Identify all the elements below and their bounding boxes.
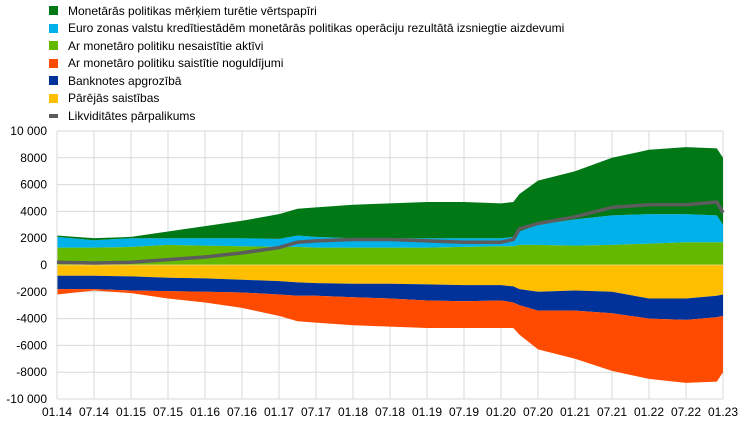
legend-item-excess-liquidity: Likviditātes pārpalikums xyxy=(49,107,564,125)
y-tick-label: 8000 xyxy=(20,151,47,165)
legend-item-banknotes: Banknotes apgrozībā xyxy=(49,72,564,90)
legend-label: Banknotes apgrozībā xyxy=(68,73,182,88)
x-tick-label: 07.14 xyxy=(79,405,109,419)
x-tick-label: 07.17 xyxy=(301,405,331,419)
area-series xyxy=(57,275,723,320)
x-tick-label: 07.21 xyxy=(597,405,627,419)
y-tick-label: 6000 xyxy=(20,178,47,192)
x-tick-label: 07.15 xyxy=(153,405,183,419)
x-tick-label: 01.22 xyxy=(634,405,664,419)
area-series xyxy=(57,214,723,248)
x-tick-label: 01.21 xyxy=(560,405,590,419)
area-series xyxy=(57,289,723,383)
x-tick-label: 01.16 xyxy=(190,405,220,419)
legend: Monetārās politikas mērķiem turētie vērt… xyxy=(49,2,564,125)
x-tick-label: 01.17 xyxy=(264,405,294,419)
y-tick-label: -6000 xyxy=(16,338,47,352)
x-tick-label: 01.23 xyxy=(708,405,738,419)
y-tick-label: 0 xyxy=(40,258,47,272)
legend-label: Pārējās saistības xyxy=(68,91,160,106)
area-series xyxy=(57,147,723,241)
legend-item-non-policy-assets: Ar monetāro politiku nesaistītie aktīvi xyxy=(49,37,564,55)
y-tick-label: 2000 xyxy=(20,231,47,245)
area-series xyxy=(57,265,723,299)
legend-label: Euro zonas valstu kredītiestādēm monetār… xyxy=(68,21,565,36)
legend-swatch xyxy=(49,6,58,16)
legend-label: Ar monetāro politiku saistītie noguldīju… xyxy=(68,56,284,71)
x-tick-label: 01.14 xyxy=(42,405,72,419)
area-series xyxy=(57,242,723,265)
x-tick-label: 01.15 xyxy=(116,405,146,419)
legend-item-lending: Euro zonas valstu kredītiestādēm monetār… xyxy=(49,20,564,38)
x-tick-label: 07.19 xyxy=(449,405,479,419)
x-tick-label: 07.18 xyxy=(375,405,405,419)
x-tick-label: 01.19 xyxy=(412,405,442,419)
y-tick-label: -10 000 xyxy=(6,392,47,406)
x-tick-label: 07.22 xyxy=(671,405,701,419)
x-tick-label: 07.20 xyxy=(523,405,553,419)
legend-swatch xyxy=(49,41,58,51)
legend-swatch xyxy=(49,23,58,33)
x-tick-label: 01.18 xyxy=(338,405,368,419)
legend-label: Monetārās politikas mērķiem turētie vērt… xyxy=(68,3,317,18)
y-tick-label: -2000 xyxy=(16,285,47,299)
y-tick-label: -8000 xyxy=(16,365,47,379)
y-tick-label: 10 000 xyxy=(10,124,47,138)
legend-item-securities: Monetārās politikas mērķiem turētie vērt… xyxy=(49,2,564,20)
legend-label: Likviditātes pārpalikums xyxy=(68,108,196,123)
legend-swatch xyxy=(49,113,58,118)
excess-liquidity-line xyxy=(56,200,725,265)
legend-item-other-liabilities: Pārējās saistības xyxy=(49,90,564,108)
x-tick-label: 01.20 xyxy=(486,405,516,419)
x-tick-label: 07.16 xyxy=(227,405,257,419)
legend-swatch xyxy=(49,58,58,68)
y-tick-label: 4000 xyxy=(20,204,47,218)
legend-swatch xyxy=(49,93,58,103)
y-tick-label: -4000 xyxy=(16,312,47,326)
legend-label: Ar monetāro politiku nesaistītie aktīvi xyxy=(68,38,264,53)
legend-item-policy-deposits: Ar monetāro politiku saistītie noguldīju… xyxy=(49,55,564,73)
legend-swatch xyxy=(49,76,58,86)
